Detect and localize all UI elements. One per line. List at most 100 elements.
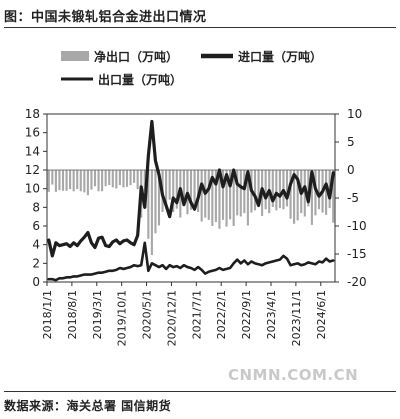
left-tick-label: 4 bbox=[32, 238, 40, 252]
net-export-bar bbox=[111, 170, 114, 188]
net-export-bar bbox=[76, 170, 79, 190]
net-export-bar bbox=[136, 170, 139, 190]
net-export-bar bbox=[189, 170, 193, 210]
net-export-bar bbox=[93, 170, 97, 187]
x-tick-label: 2019/3/1 bbox=[91, 290, 104, 339]
x-tick-label: 2018/1/1 bbox=[41, 290, 54, 339]
net-export-bar bbox=[289, 170, 292, 219]
x-tick-label: 2023/4/1 bbox=[265, 290, 278, 339]
x-tick-label: 2021/7/1 bbox=[190, 290, 203, 339]
net-export-bar bbox=[154, 170, 157, 234]
left-tick-label: 18 bbox=[25, 107, 40, 121]
left-tick-label: 2 bbox=[32, 256, 40, 270]
x-tick-label: 2018/8/1 bbox=[66, 290, 79, 339]
net-export-bar bbox=[296, 170, 299, 221]
net-export-bar bbox=[232, 170, 235, 226]
x-tick-label: 2024/6/1 bbox=[315, 290, 328, 339]
net-export-bar bbox=[243, 170, 246, 214]
export-series-line bbox=[47, 241, 335, 282]
x-tick-label: 2022/9/1 bbox=[240, 290, 253, 339]
net-export-bar bbox=[264, 170, 267, 210]
net-export-bar bbox=[47, 170, 50, 192]
net-export-bar bbox=[229, 170, 232, 220]
net-export-bar bbox=[129, 170, 132, 186]
net-export-bar bbox=[218, 170, 221, 229]
data-source: 数据来源：海关总署 国信期货 bbox=[4, 399, 172, 413]
net-export-bar bbox=[225, 170, 228, 227]
right-tick-label: 5 bbox=[347, 135, 355, 149]
net-export-bar bbox=[200, 170, 203, 222]
net-export-bar bbox=[97, 170, 100, 192]
left-tick-label: 10 bbox=[25, 182, 40, 196]
x-tick-label: 2022/2/1 bbox=[215, 290, 228, 339]
net-export-bar bbox=[150, 170, 153, 256]
net-export-bar bbox=[332, 170, 335, 223]
legend-label-import: 进口量（万吨） bbox=[238, 49, 322, 64]
net-export-bar bbox=[197, 170, 200, 212]
net-export-bar bbox=[293, 170, 296, 224]
legend: 净出口（万吨） 进口量（万吨） 出口量（万吨） bbox=[61, 49, 322, 87]
legend-label-net-export: 净出口（万吨） bbox=[94, 49, 178, 64]
net-export-bar bbox=[69, 170, 72, 190]
net-export-bar bbox=[239, 170, 242, 217]
net-export-bar bbox=[275, 170, 278, 211]
left-tick-label: 8 bbox=[32, 200, 40, 214]
net-export-bar bbox=[285, 170, 289, 207]
net-export-bar bbox=[79, 170, 82, 192]
net-export-bar bbox=[325, 170, 328, 215]
net-export-bar bbox=[175, 170, 178, 209]
x-tick-label: 2019/10/1 bbox=[116, 290, 129, 346]
net-export-bar bbox=[271, 170, 274, 207]
watermark: CNMN.COM.CN bbox=[228, 366, 359, 384]
import-series-line bbox=[47, 119, 335, 258]
net-export-bar bbox=[147, 170, 150, 239]
source-rule bbox=[4, 391, 396, 392]
net-export-bar bbox=[246, 170, 249, 226]
net-export-bar bbox=[211, 170, 214, 226]
right-tick-label: 0 bbox=[347, 163, 355, 177]
x-tick-label: 2023/11/1 bbox=[290, 290, 303, 346]
net-export-bar bbox=[278, 170, 281, 209]
net-export-bar bbox=[90, 170, 93, 190]
net-export-bar bbox=[125, 170, 129, 187]
net-export-bar bbox=[51, 170, 54, 185]
net-export-bar bbox=[143, 170, 146, 192]
net-export-bar bbox=[257, 170, 260, 206]
legend-swatch-net-export bbox=[61, 51, 89, 61]
net-export-bar bbox=[168, 170, 171, 200]
x-tick-label: 2020/5/1 bbox=[141, 290, 154, 339]
net-export-bar bbox=[118, 170, 121, 186]
net-export-bar bbox=[317, 170, 321, 210]
right-tick-label: 10 bbox=[347, 107, 362, 121]
net-export-bar bbox=[314, 170, 317, 216]
right-tick-label: -15 bbox=[347, 247, 367, 261]
net-export-bar bbox=[122, 170, 125, 188]
title-rule bbox=[4, 27, 396, 28]
net-export-bar bbox=[172, 170, 175, 212]
net-export-bar bbox=[101, 170, 104, 192]
net-export-bar bbox=[182, 170, 185, 207]
import-export-chart: 净出口（万吨） 进口量（万吨） 出口量（万吨） 024681012141618 … bbox=[25, 49, 367, 346]
right-tick-label: -20 bbox=[347, 275, 367, 289]
x-tick-label: 2020/12/1 bbox=[165, 290, 178, 346]
net-export-bar bbox=[86, 170, 89, 196]
net-export-bar bbox=[54, 170, 57, 192]
net-export-bar bbox=[83, 170, 86, 193]
net-export-bar bbox=[133, 170, 136, 183]
left-tick-label: 0 bbox=[32, 275, 40, 289]
net-export-bar bbox=[310, 170, 313, 225]
net-export-bar bbox=[104, 170, 107, 187]
net-export-bar bbox=[72, 170, 75, 192]
net-export-bar bbox=[165, 170, 168, 209]
net-export-bar bbox=[221, 170, 225, 220]
legend-label-export: 出口量（万吨） bbox=[98, 72, 182, 87]
net-export-bar bbox=[157, 170, 161, 226]
x-axis: 2018/1/1 2018/8/1 2019/3/1 2019/10/1 2020/5/… bbox=[41, 282, 328, 346]
left-tick-label: 16 bbox=[25, 126, 40, 140]
net-export-bar bbox=[253, 170, 257, 211]
net-export-bar bbox=[115, 170, 118, 189]
net-export-bar bbox=[207, 170, 210, 220]
figure-title: 图：中国未锻轧铝合金进出口情况 bbox=[4, 10, 207, 25]
net-export-bar bbox=[108, 170, 111, 186]
right-tick-label: -5 bbox=[347, 191, 359, 205]
